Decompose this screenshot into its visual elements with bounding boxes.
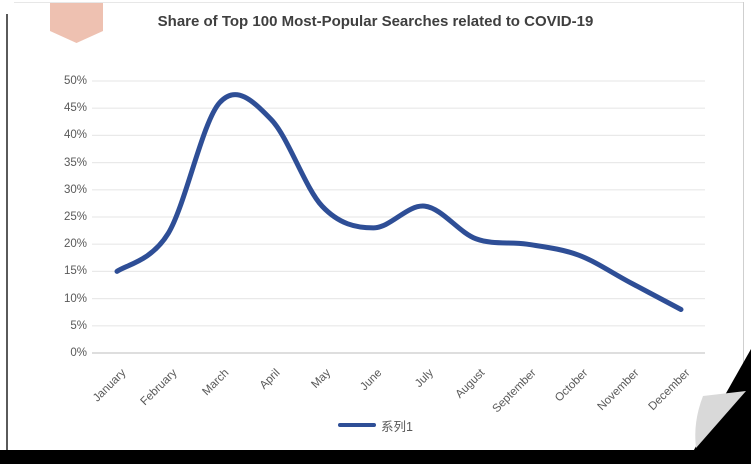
y-axis-tick-label: 20%	[63, 238, 87, 251]
y-axis-tick-label: 0%	[70, 347, 87, 359]
y-axis-tick-label: 35%	[63, 156, 87, 169]
y-axis-tick-label: 25%	[63, 211, 87, 223]
y-axis-tick-label: 10%	[63, 292, 87, 305]
y-axis-tick-label: 45%	[63, 102, 87, 115]
y-axis-tick-label: 40%	[63, 129, 87, 142]
page-top-border	[14, 2, 743, 3]
page-curl-icon	[686, 349, 751, 464]
chart-title: Share of Top 100 Most-Popular Searches r…	[157, 13, 594, 30]
y-axis-tick-label: 50%	[63, 75, 87, 87]
legend-series-label: 系列1	[381, 419, 413, 434]
y-axis-tick-label: 5%	[70, 319, 87, 332]
page-left-border	[6, 14, 8, 450]
legend: 系列1	[0, 415, 751, 435]
bottom-black-bar	[0, 450, 751, 464]
page-right-border	[743, 2, 744, 370]
legend-line-swatch	[338, 422, 377, 428]
y-axis-tick-label: 15%	[63, 265, 87, 278]
series-line	[114, 92, 684, 312]
y-axis-tick-label: 30%	[63, 183, 87, 196]
